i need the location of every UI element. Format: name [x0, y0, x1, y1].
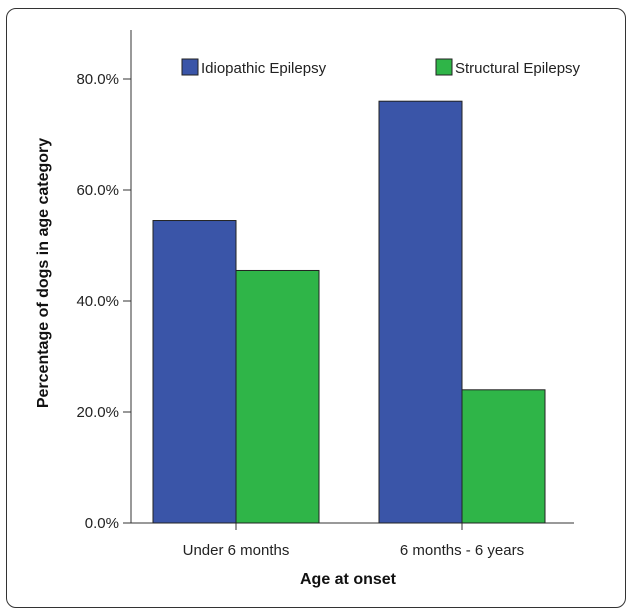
y-tick-label: 0.0%	[85, 515, 119, 532]
y-tick-label: 80.0%	[76, 71, 119, 88]
bars	[152, 100, 546, 524]
x-tick-label: 6 months - 6 years	[400, 542, 524, 559]
bar-chart: 0.0% 20.0% 40.0% 60.0% 80.0% Under 6 months 6…	[35, 30, 581, 588]
y-tick-label: 60.0%	[76, 182, 119, 199]
bar-structural-0	[235, 269, 320, 524]
y-tick-label: 20.0%	[76, 404, 119, 421]
bar-idiopathic-1	[378, 100, 463, 524]
x-tick-label: Under 6 months	[183, 542, 290, 559]
bar-idiopathic-0	[152, 220, 237, 524]
legend-label: Structural Epilepsy	[455, 60, 581, 77]
legend: Idiopathic Epilepsy Structural Epilepsy	[181, 58, 581, 77]
y-axis-title: Percentage of dogs in age category	[35, 138, 52, 408]
y-ticks: 0.0% 20.0% 40.0% 60.0% 80.0%	[76, 71, 131, 532]
legend-label: Idiopathic Epilepsy	[201, 60, 327, 77]
y-tick-label: 40.0%	[76, 293, 119, 310]
x-ticks: Under 6 months 6 months - 6 years	[183, 523, 524, 559]
x-axis-title: Age at onset	[300, 571, 397, 588]
legend-swatch	[435, 58, 453, 76]
bar-structural-1	[461, 389, 546, 524]
legend-swatch	[181, 58, 199, 76]
